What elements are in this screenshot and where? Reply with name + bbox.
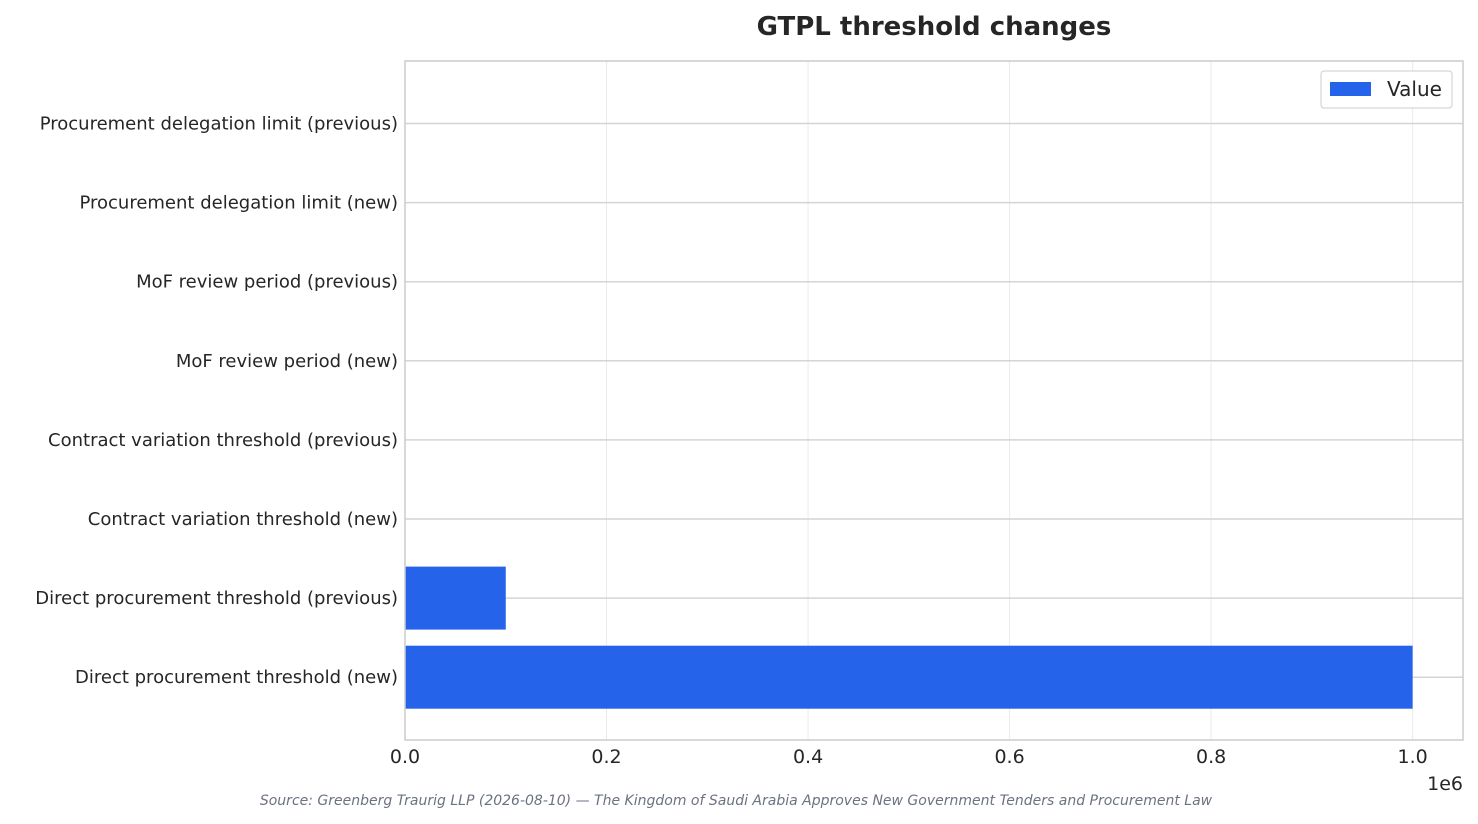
category-labels: Procurement delegation limit (previous) P… — [35, 114, 398, 689]
category-label: MoF review period (new) — [176, 351, 398, 372]
chart-title: GTPL threshold changes — [757, 12, 1112, 42]
legend: Value — [1320, 70, 1453, 109]
category-label: Contract variation threshold (previous) — [48, 430, 398, 451]
bars — [405, 566, 1413, 709]
category-label: MoF review period (previous) — [136, 272, 398, 293]
source-note: Source: Greenberg Traurig LLP (2026-08-1… — [260, 793, 1213, 809]
x-axis-ticks: 0.0 0.2 0.4 0.6 0.8 1.0 — [390, 746, 1428, 768]
bar — [405, 645, 1413, 709]
category-label: Procurement delegation limit (new) — [79, 193, 398, 214]
legend-swatch — [1330, 82, 1371, 96]
category-label: Procurement delegation limit (previous) — [40, 114, 398, 135]
legend-box — [1320, 70, 1453, 109]
category-label: Direct procurement threshold (new) — [75, 667, 398, 688]
category-label: Direct procurement threshold (previous) — [35, 588, 398, 609]
x-tick-label: 0.2 — [591, 746, 621, 768]
x-tick-label: 1.0 — [1398, 746, 1428, 768]
x-tick-label: 0.4 — [793, 746, 823, 768]
plot-frame — [404, 60, 1464, 741]
x-axis-offset-label: 1e6 — [1427, 773, 1463, 795]
legend-label: Value — [1387, 77, 1442, 101]
x-tick-label: 0.0 — [390, 746, 420, 768]
x-tick-label: 0.8 — [1196, 746, 1226, 768]
category-label: Contract variation threshold (new) — [88, 509, 398, 530]
bar — [405, 566, 506, 630]
x-tick-label: 0.6 — [994, 746, 1024, 768]
grid — [404, 61, 1463, 740]
